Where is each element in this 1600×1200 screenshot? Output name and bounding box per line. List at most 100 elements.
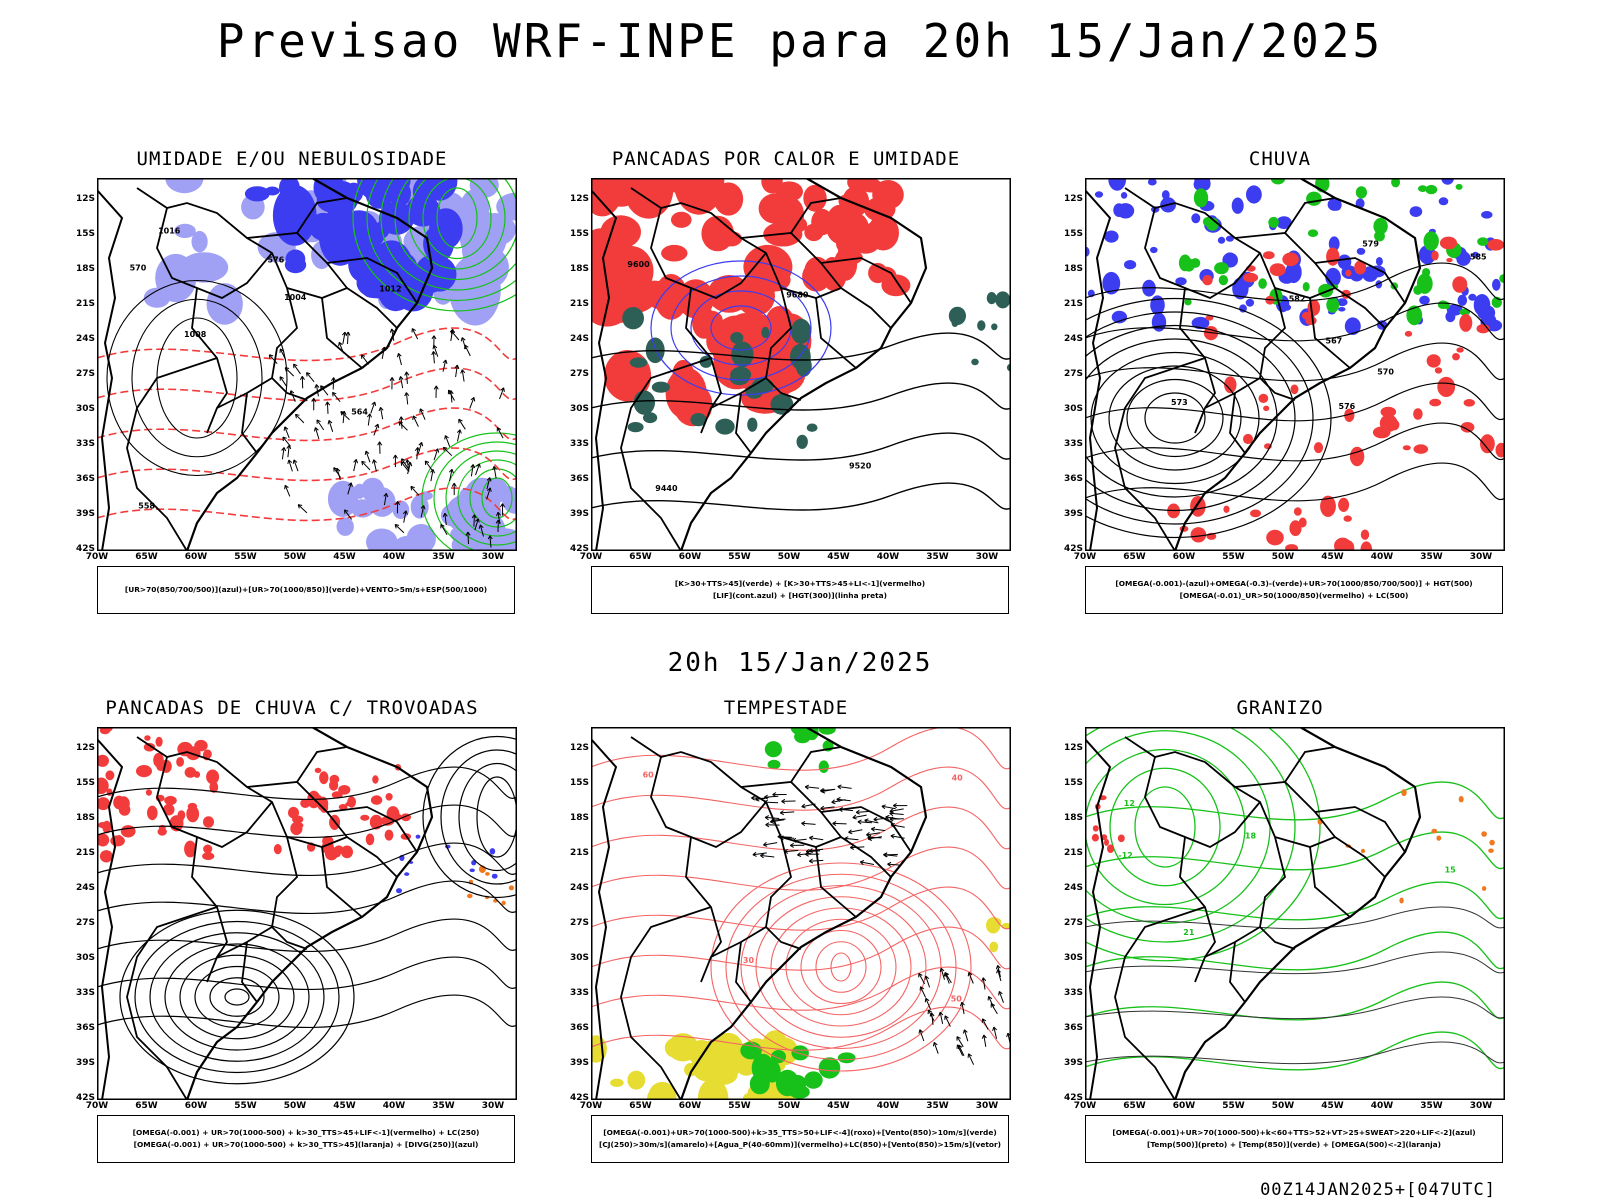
thunder-red-field [97,727,220,863]
wind-vector-head [881,804,886,810]
wind-vector-head [486,487,492,492]
wind-vector-head [389,377,395,382]
contour-line [1085,951,1505,975]
legend-line: [UR>70(850/700/500)](azul)+[UR>70(1000/8… [124,585,488,594]
wind-vector-head [383,492,389,498]
field-patch [360,814,370,821]
wind-vector [281,447,285,460]
wind-vector [373,459,377,472]
wind-vector-head [889,816,894,822]
field-patch [1399,897,1404,904]
wind-vector [400,376,404,389]
field-patch [384,829,394,841]
panel-title: CHUVA [1248,148,1312,170]
field-patch [715,418,735,435]
field-patch [1413,285,1423,295]
contour-line [1085,906,1505,930]
wind-vector-head [918,1029,924,1034]
contour-line [457,459,517,537]
field-patch [1391,178,1401,188]
longitude-tick-label: 30W [975,1101,999,1111]
wind-vector [284,485,291,497]
field-patch [164,795,177,806]
field-patch [157,827,167,836]
wind-vector [450,390,453,403]
longitude-tick-label: 40W [1370,552,1394,562]
wind-vector [342,332,346,344]
field-patch [136,765,152,778]
panel-granizo: GRANIZO 18 15 12 21 -12 [OMEGA(-0.001)+UR>70… [1045,697,1515,1167]
wind-vector-head [962,1029,968,1034]
contour-label: 1012 [379,285,401,294]
longitude-tick-label: 50W [777,552,801,562]
latitude-tick-label: 39S [75,1058,95,1068]
country-border [620,906,712,1100]
wind-vector [315,384,319,397]
latitude-tick-label: 21S [1063,848,1083,858]
wind-vector [801,822,816,825]
map-chuva: 585 582 579 576 573 570 567 [1085,178,1505,551]
contour-line [131,298,263,458]
wind-vector-head [848,829,853,835]
latitude-tick-label: 18S [75,264,95,274]
country-border [1314,257,1406,304]
longitude-tick-label: 45W [333,1101,356,1111]
longitude-tick-label: 65W [629,1101,652,1111]
latitude-tick-label: 33S [75,988,95,998]
field-patch [761,178,783,194]
field-patch [338,785,351,795]
latitude-tick-label: 33S [569,988,589,998]
field-patch [203,749,212,759]
wind-vector [837,786,852,789]
field-patch [1337,298,1348,307]
wind-vector-head [458,418,463,424]
geography-borders [591,727,928,1100]
wind-vector-head [779,810,785,816]
wind-vector-head [852,814,857,820]
panel-legend: [OMEGA(-0.001)+UR>70(1000-500)+k>35_TTS>… [591,1115,1009,1163]
contour-label: 585 [1470,253,1487,262]
wind-vector-head [763,841,768,847]
coastline-west [97,189,124,551]
field-patch [1481,211,1493,219]
contour-line [164,943,310,1051]
country-border [820,806,912,853]
wind-vector-head [837,784,842,790]
longitude-tick-label: 50W [283,552,307,562]
field-patch [144,735,151,741]
hgt500-contours [1085,297,1332,539]
wind-vector [982,977,986,990]
panel-legend: [UR>70(850/700/500)](azul)+[UR>70(1000/8… [97,566,515,614]
field-patch [1306,191,1322,206]
wind-vector-head [434,448,440,453]
wind-vector-head [394,524,400,529]
coastline-west [591,738,618,1100]
field-patch [105,770,115,781]
country-border [765,377,802,401]
field-patch [1456,347,1464,353]
field-patch [989,941,999,953]
wind-vector [982,1018,989,1030]
field-patch [1413,408,1423,420]
latitude-tick-label: 27S [569,918,589,928]
wind-vector-head [987,995,993,1001]
contour-label: 570 [130,264,147,273]
field-patch [115,835,123,843]
longitude-tick-label: 35W [432,552,455,562]
wind-vector [479,524,484,537]
legend-line: [OMEGA(-0.001)-(azul)+OMEGA(-0.3)-(verde… [1115,579,1473,588]
wind-vector-head [377,441,383,446]
wind-vector-head [944,1015,949,1020]
wind-vector-head [867,836,872,841]
field-patch [191,230,208,253]
field-patch [971,358,979,366]
wind-vector-head [809,835,814,841]
field-patch [995,291,1011,309]
wind-vector [467,531,469,545]
field-patch [412,178,435,207]
panel-title: PANCADAS DE CHUVA C/ TROVOADAS [105,697,479,719]
field-patch [863,197,896,222]
contour-label: 573 [1171,398,1188,407]
wind-vector [407,462,411,475]
wind-vector [475,463,480,476]
